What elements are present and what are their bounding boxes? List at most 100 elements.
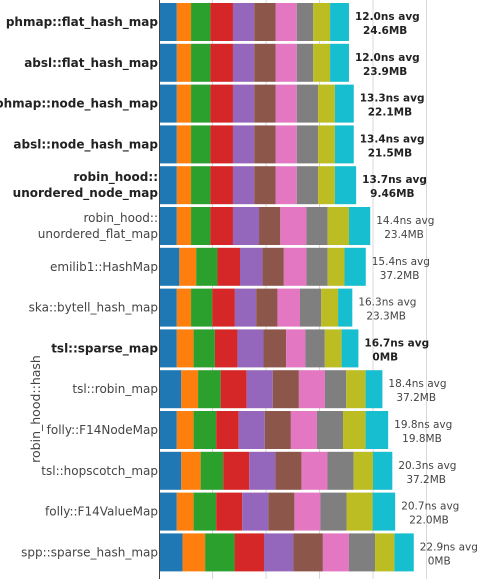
bar-segment xyxy=(160,3,177,41)
bar-segment xyxy=(318,125,335,164)
bar-segment xyxy=(176,84,192,123)
bar-segment xyxy=(320,492,347,531)
bar-segment xyxy=(210,166,233,205)
bar-segment xyxy=(160,207,177,245)
bar-segment xyxy=(272,370,299,409)
bar-segment xyxy=(275,451,302,490)
bar-segment xyxy=(212,288,235,327)
bar-segment xyxy=(191,84,211,123)
bar-segment xyxy=(324,329,342,368)
bar-row xyxy=(160,125,354,164)
bar-segment xyxy=(191,125,211,164)
bar-segment xyxy=(191,288,213,327)
bar-row xyxy=(160,288,353,327)
memory-label: 0MB xyxy=(428,555,451,567)
bar-segment xyxy=(346,370,366,409)
bar-segment xyxy=(346,492,373,531)
memory-label: 19.8MB xyxy=(402,433,442,445)
bar-segment xyxy=(181,451,201,490)
bar-segment xyxy=(232,166,255,205)
bar-segment xyxy=(205,533,235,572)
bar-segment xyxy=(223,451,250,490)
bar-segment xyxy=(176,125,192,164)
avg-label: 13.4ns avg xyxy=(360,133,425,145)
bar-segment xyxy=(234,288,257,327)
bar-segment xyxy=(296,43,314,82)
bar-segment xyxy=(286,329,306,368)
bar-row xyxy=(160,207,371,245)
bar-segment xyxy=(160,125,177,164)
bar-segment xyxy=(176,329,194,368)
bar-segment xyxy=(176,43,192,82)
memory-label: 22.1MB xyxy=(368,107,412,119)
bar-segment xyxy=(290,411,317,449)
bar-segment xyxy=(275,166,297,205)
bar-segment xyxy=(232,3,255,41)
category-label: phmap::node_hash_map xyxy=(0,97,158,112)
bar-segment xyxy=(160,166,177,205)
bar-segment xyxy=(176,288,192,327)
memory-label: 23.9MB xyxy=(363,66,407,78)
category-label: emilib1::HashMap xyxy=(50,260,158,274)
bar-segment xyxy=(372,451,393,490)
avg-label: 14.4ns avg xyxy=(376,215,434,227)
bar-segment xyxy=(234,533,264,572)
bar-segment xyxy=(318,166,335,205)
bar-segment xyxy=(179,247,197,286)
avg-label: 22.9ns avg xyxy=(420,541,478,553)
category-label: absl::node_hash_map xyxy=(13,137,158,152)
category-label: tsl::robin_map xyxy=(72,382,158,396)
bar-segment xyxy=(294,492,321,531)
bar-segment xyxy=(341,329,359,368)
bar-segment xyxy=(263,329,287,368)
bar-segment xyxy=(232,207,260,245)
bar-row xyxy=(160,43,349,82)
category-label: folly::F14NodeMap xyxy=(47,423,158,437)
bar-segment xyxy=(293,533,323,572)
bar-row xyxy=(160,533,414,572)
category-labels: phmap::flat_hash_mapabsl::flat_hash_mapp… xyxy=(0,15,158,559)
bar-segment xyxy=(191,3,211,41)
category-label: tsl::hopscotch_map xyxy=(41,464,158,478)
bar-segment xyxy=(334,166,357,205)
bar-segment xyxy=(220,370,247,409)
bar-segment xyxy=(160,533,183,572)
bar-segment xyxy=(313,3,331,41)
avg-label: 18.4ns avg xyxy=(388,378,446,390)
bar-segment xyxy=(348,533,376,572)
bar-segment xyxy=(200,451,224,490)
bar-segment xyxy=(264,533,294,572)
bar-segment xyxy=(324,370,347,409)
bar-segment xyxy=(176,166,192,205)
bar-row xyxy=(160,247,366,286)
bar-segment xyxy=(275,3,297,41)
bar-segment xyxy=(232,125,255,164)
memory-label: 37.2MB xyxy=(406,474,446,486)
bar-segment xyxy=(254,125,276,164)
bar-row xyxy=(160,166,357,205)
bar-segment xyxy=(160,451,182,490)
bar-segment xyxy=(254,43,276,82)
bar-segment xyxy=(182,533,206,572)
bar-segment xyxy=(365,411,389,449)
bar-segment xyxy=(327,451,354,490)
avg-label: 13.7ns avg xyxy=(362,174,427,186)
bar-segment xyxy=(160,492,177,531)
bar-segment xyxy=(268,492,295,531)
bar-segment xyxy=(240,247,263,286)
bar-segment xyxy=(262,247,284,286)
category-label: folly::F14ValueMap xyxy=(45,505,158,519)
bar-segment xyxy=(338,288,353,327)
category-label: spp::sparse_hash_map xyxy=(21,545,158,559)
bar-row xyxy=(160,451,393,490)
bar-segment xyxy=(191,207,211,245)
bar-segment xyxy=(160,411,177,449)
bar-segment xyxy=(198,370,221,409)
bar-segment xyxy=(275,43,297,82)
avg-label: 20.3ns avg xyxy=(398,460,456,472)
bar-segment xyxy=(275,84,297,123)
avg-label: 12.0ns avg xyxy=(355,52,420,64)
bar-segment xyxy=(321,288,339,327)
bar-row xyxy=(160,370,383,409)
